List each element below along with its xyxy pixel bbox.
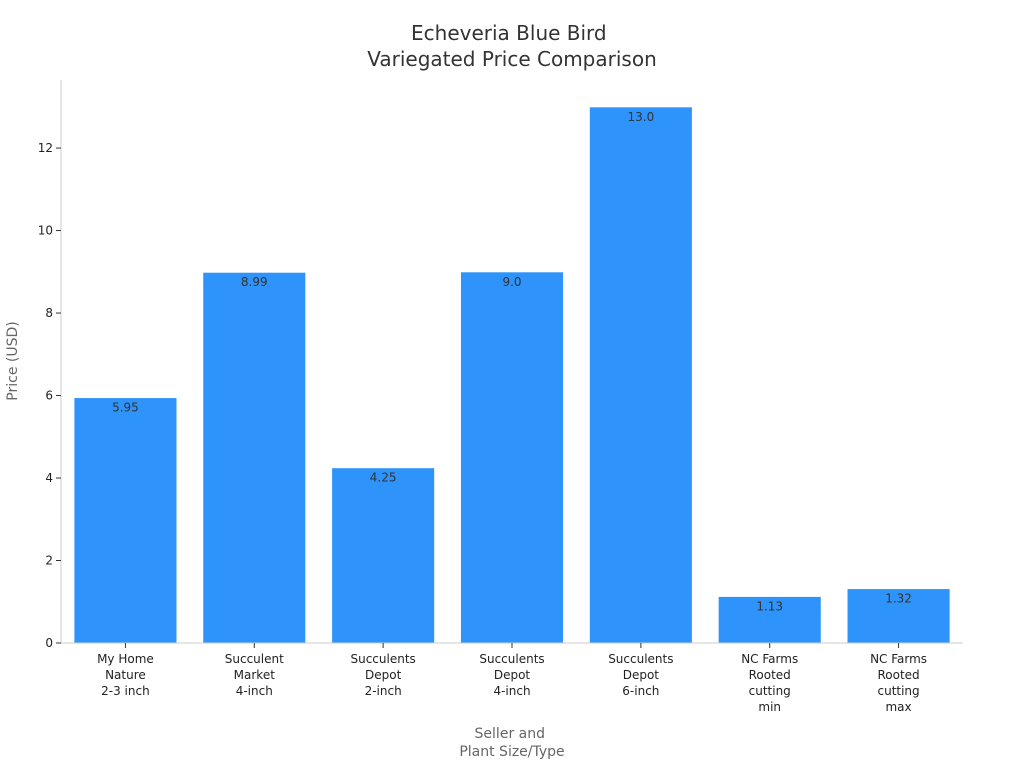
x-tick-label-line: Market [234,668,276,682]
x-tick-label: NC Farms Rooted cutting min [741,652,798,714]
x-tick-label-line: 4-inch [493,684,530,698]
x-tick-label: Succulents Depot 6-inch [608,652,673,698]
bar-value-label: 4.25 [370,471,397,485]
x-tick-label-line: Succulent [225,652,284,666]
x-tick-label-line: My Home [97,652,154,666]
x-tick-label-line: Depot [623,668,660,682]
x-axis-label: Seller and Plant Size/Type [459,726,564,760]
bar-value-label: 9.0 [502,275,521,289]
y-tick-label: 0 [45,636,53,650]
x-tick-label-line: cutting [749,684,791,698]
x-tick-label-line: Rooted [877,668,919,682]
y-tick-label: 2 [45,554,53,568]
x-tick-label-line: Succulents [479,652,544,666]
x-tick-label-line: NC Farms [870,652,927,666]
bars: 5.95 8.99 4.25 9.0 13.0 1.13 1.32 [73,106,951,644]
x-tick-label: Succulent Market 4-inch [225,652,284,698]
bar [717,595,822,644]
x-tick-label-line: Nature [105,668,146,682]
bar [459,271,565,644]
chart-title-line-1: Echeveria Blue Bird [411,21,607,45]
x-tick-label-line: min [758,700,781,714]
y-tick-label: 4 [45,471,53,485]
bar [202,271,307,644]
y-tick-label: 12 [38,141,53,155]
x-tick-label-line: 2-inch [365,684,402,698]
y-tick-label: 10 [38,224,53,238]
bar [588,106,693,644]
bar-value-label: 8.99 [241,275,268,289]
x-tick-label-line: 4-inch [236,684,273,698]
x-axis-label-line-2: Plant Size/Type [459,744,564,760]
chart-title-line-2: Variegated Price Comparison [367,47,657,71]
x-tick-label-line: Succulents [608,652,673,666]
x-tick-label: NC Farms Rooted cutting max [870,652,927,714]
y-tick-label: 6 [45,389,53,403]
bar [331,467,436,644]
chart-title: Echeveria Blue Bird Variegated Price Com… [367,21,657,71]
x-tick-label-line: max [885,700,911,714]
y-axis-label: Price (USD) [5,321,21,400]
x-tick-label: Succulents Depot 4-inch [479,652,544,698]
bar-value-label: 1.13 [756,599,783,613]
x-tick-label-line: 2-3 inch [101,684,150,698]
x-tick-label-line: Depot [494,668,531,682]
y-tick-label: 8 [45,306,53,320]
bar-value-label: 5.95 [112,401,139,415]
bar-value-label: 1.32 [885,592,912,606]
x-tick-label-line: NC Farms [741,652,798,666]
x-tick-label-line: 6-inch [622,684,659,698]
bar [73,397,178,644]
x-axis: My Home Nature 2-3 inch Succulent Market 4-in… [61,642,963,714]
x-tick-label: Succulents Depot 2-inch [350,652,415,698]
bar-value-label: 13.0 [627,110,654,124]
x-tick-label-line: Depot [365,668,402,682]
x-axis-label-line-1: Seller and [475,726,545,742]
y-axis: 0 2 4 6 8 10 12 [38,80,62,650]
x-tick-label-line: cutting [877,684,919,698]
bar [846,588,951,644]
x-tick-label-line: Succulents [350,652,415,666]
x-tick-label-line: Rooted [749,668,791,682]
x-tick-label: My Home Nature 2-3 inch [97,652,154,698]
